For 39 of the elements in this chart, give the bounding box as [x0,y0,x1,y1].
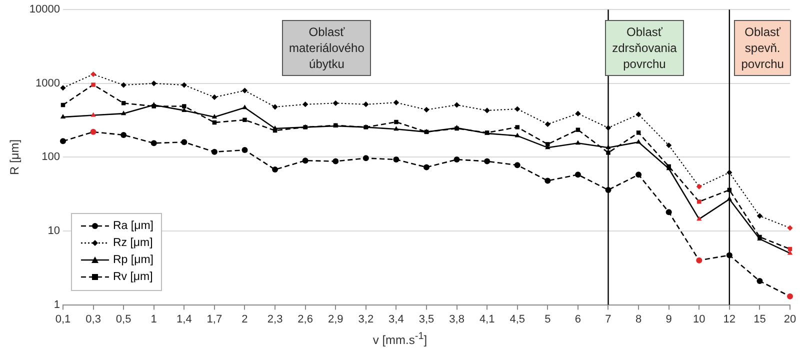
x-tick-label: 1,7 [206,313,222,326]
x-tick-label: 20 [784,313,796,326]
x-tick-label: 12 [723,313,736,326]
x-tick-label: 2 [242,313,248,326]
x-tick-label: 1,4 [176,313,192,326]
annotation: Oblasť materiálového úbytku [282,20,372,76]
legend-label: Rz [μm] [112,237,153,250]
y-tick-label: 100 [42,151,60,164]
x-tick-label: 3,2 [358,313,374,326]
x-tick-label: 2,6 [298,313,313,326]
x-tick-label: 10 [693,313,706,326]
y-tick-label: 10000 [29,4,60,16]
x-tick-label: 15 [754,313,766,326]
y-tick-label: 1000 [36,77,60,90]
x-tick-label: 8 [635,313,642,326]
x-tick-label: 3,4 [388,313,404,326]
annotation: Oblasť zdrsňovania povrchu [605,20,684,76]
x-tick-label: 0,1 [55,313,71,326]
x-tick-label: 2,9 [328,313,344,326]
x-tick-label: 7 [605,313,612,326]
x-tick-label: 3,8 [449,313,464,326]
y-tick-label: 1 [54,298,60,311]
x-tick-label: 4,1 [479,313,495,326]
x-tick-label: 5 [544,313,551,326]
legend-label: Ra [μm] [112,220,154,232]
x-axis-title: v [mm.s$^{-1}$] [372,331,428,347]
x-tick-label: 0,5 [116,313,132,326]
x-tick-label: 1 [150,313,157,326]
legend-label: Rp [μm] [112,254,154,266]
x-tick-label: 3,5 [418,313,434,326]
x-tick-label: 4,5 [510,313,526,326]
x-tick-label: 6 [574,313,582,326]
x-tick-label: 9 [666,313,672,326]
x-tick-label: 2,3 [267,313,283,326]
y-tick-label: 10 [48,225,60,238]
legend-label: Rv [μm] [112,271,153,284]
x-tick-label: 0,3 [86,313,101,326]
annotation: Oblasť spevň. povrchu [734,20,791,76]
y-axis-title: R [μm] [8,139,22,175]
